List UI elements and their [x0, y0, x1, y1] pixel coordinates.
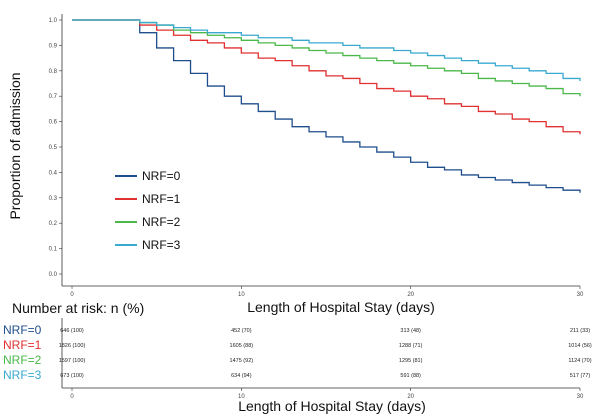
y-tick-label: 0.0: [49, 272, 58, 278]
risk-cell: 1295 (81): [399, 358, 423, 364]
x-tick-group: 0 10 20 30: [70, 286, 584, 298]
risk-cell: 1288 (71): [399, 343, 423, 349]
risk-x-tick-group: 0 10 20 30: [70, 388, 584, 400]
series-line-nrf-1: [72, 19, 581, 135]
risk-cell: 591 (88): [400, 373, 421, 379]
risk-table-heading: Number at risk: n (%): [12, 300, 144, 316]
risk-rows: NRF=0 646 (100) 452 (70) 313 (48) 211 (33) NR…: [3, 323, 592, 382]
risk-cell: 1605 (88): [230, 343, 254, 349]
legend: NRF=0 NRF=1 NRF=2 NRF=3: [115, 169, 181, 252]
y-tick-label: 0.9: [49, 43, 58, 49]
y-tick-label: 0.5: [49, 145, 58, 151]
x-axis-title: Length of Hospital Stay (days): [247, 299, 435, 315]
y-tick-label: 0.3: [49, 196, 58, 202]
risk-cell: 1826 (100): [59, 343, 86, 349]
risk-cell: 452 (70): [231, 328, 252, 334]
x-tick-label: 10: [238, 292, 245, 298]
series-line-nrf-3: [72, 19, 581, 81]
y-axis-title: Proportion of admission: [7, 72, 23, 219]
legend-label: NRF=0: [142, 169, 181, 183]
risk-cell: 634 (94): [231, 373, 252, 379]
plot-area: 0.0 0.1 0.2 0.3 0.4 0.5 0.6 0.7 0.8 0.9 1.0 0 10 20 3…: [49, 14, 584, 298]
x-tick-label: 30: [577, 292, 584, 298]
risk-cell: 673 (100): [60, 373, 84, 379]
x-tick-label: 20: [407, 292, 414, 298]
risk-cell: 211 (33): [570, 328, 590, 334]
risk-table: Number at risk: n (%) NRF=0 646 (100) 452 …: [3, 300, 592, 414]
risk-group-label: NRF=2: [3, 353, 42, 367]
risk-x-axis-title: Length of Hospital Stay (days): [238, 398, 426, 414]
risk-cell: 1124 (70): [568, 358, 591, 364]
risk-x-tick-label: 30: [577, 394, 584, 400]
y-tick-label: 1.0: [49, 18, 58, 24]
risk-cell: 646 (100): [60, 328, 84, 334]
legend-label: NRF=2: [142, 215, 181, 229]
x-tick-label: 0: [70, 292, 74, 298]
y-tick-label: 0.4: [49, 170, 58, 176]
risk-x-tick-label: 20: [407, 394, 414, 400]
legend-label: NRF=1: [142, 192, 181, 206]
risk-group-label: NRF=1: [3, 338, 42, 352]
risk-cell: 1475 (92): [230, 358, 254, 364]
risk-x-tick-label: 0: [70, 394, 74, 400]
risk-x-tick-label: 10: [238, 394, 245, 400]
y-tick-label: 0.1: [49, 247, 58, 253]
risk-cell: 1014 (56): [568, 343, 592, 349]
risk-cell: 517 (77): [570, 373, 591, 379]
risk-cell: 313 (48): [400, 328, 421, 334]
y-tick-group: 0.0 0.1 0.2 0.3 0.4 0.5 0.6 0.7 0.8 0.9 1.0: [49, 18, 62, 278]
risk-cell: 1597 (100): [59, 358, 86, 364]
series-line-nrf-0: [72, 19, 581, 193]
risk-group-label: NRF=3: [3, 368, 42, 382]
survival-curves: [72, 19, 581, 193]
series-line-nrf-2: [72, 19, 581, 97]
y-tick-label: 0.7: [49, 94, 58, 100]
y-tick-label: 0.2: [49, 221, 58, 227]
risk-group-label: NRF=0: [3, 323, 42, 337]
y-tick-label: 0.6: [49, 120, 58, 126]
legend-label: NRF=3: [142, 238, 181, 252]
y-tick-label: 0.8: [49, 69, 58, 75]
